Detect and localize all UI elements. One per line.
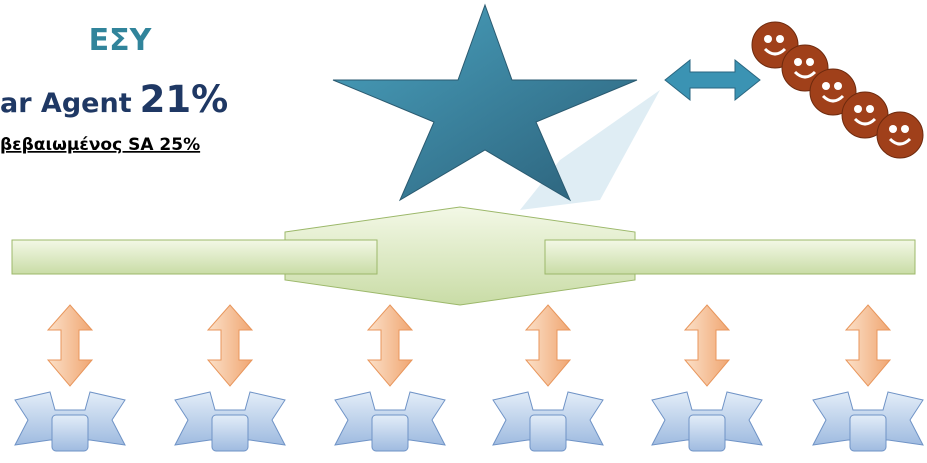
- unit-box: [212, 415, 248, 451]
- double-arrow: [665, 60, 760, 100]
- smiley-eye: [834, 82, 842, 90]
- smiley-eye: [822, 82, 830, 90]
- bar-right: [545, 240, 915, 274]
- smiley-eye: [776, 35, 784, 43]
- units: [15, 305, 923, 451]
- vertical-double-arrow: [48, 305, 92, 386]
- smiley-eye: [854, 105, 862, 113]
- smiley-eye: [806, 58, 814, 66]
- vertical-double-arrow: [685, 305, 729, 386]
- unit-box: [372, 415, 408, 451]
- smiley-eye: [794, 58, 802, 66]
- unit-box: [52, 415, 88, 451]
- slide: ΕΣΥ ar Agent 21% βεβαιωμένος SA 25%: [0, 0, 927, 463]
- bar-left: [12, 240, 377, 274]
- vertical-double-arrow: [208, 305, 252, 386]
- smiley-eye: [866, 105, 874, 113]
- vertical-double-arrow: [846, 305, 890, 386]
- unit-box: [530, 415, 566, 451]
- smiley-face: [877, 112, 923, 158]
- agent-label: ar Agent: [0, 88, 132, 119]
- vertical-double-arrow: [526, 305, 570, 386]
- vertical-double-arrow: [368, 305, 412, 386]
- unit-box: [689, 415, 725, 451]
- subtitle: βεβαιωμένος SA 25%: [0, 135, 200, 155]
- smiley-chain: [752, 22, 923, 158]
- unit-box: [850, 415, 886, 451]
- smiley-eye: [764, 35, 772, 43]
- smiley-eye: [889, 125, 897, 133]
- agent-line: ar Agent 21%: [0, 78, 228, 121]
- agent-percent: 21%: [140, 78, 229, 121]
- title: ΕΣΥ: [89, 23, 153, 58]
- smiley-eye: [901, 125, 909, 133]
